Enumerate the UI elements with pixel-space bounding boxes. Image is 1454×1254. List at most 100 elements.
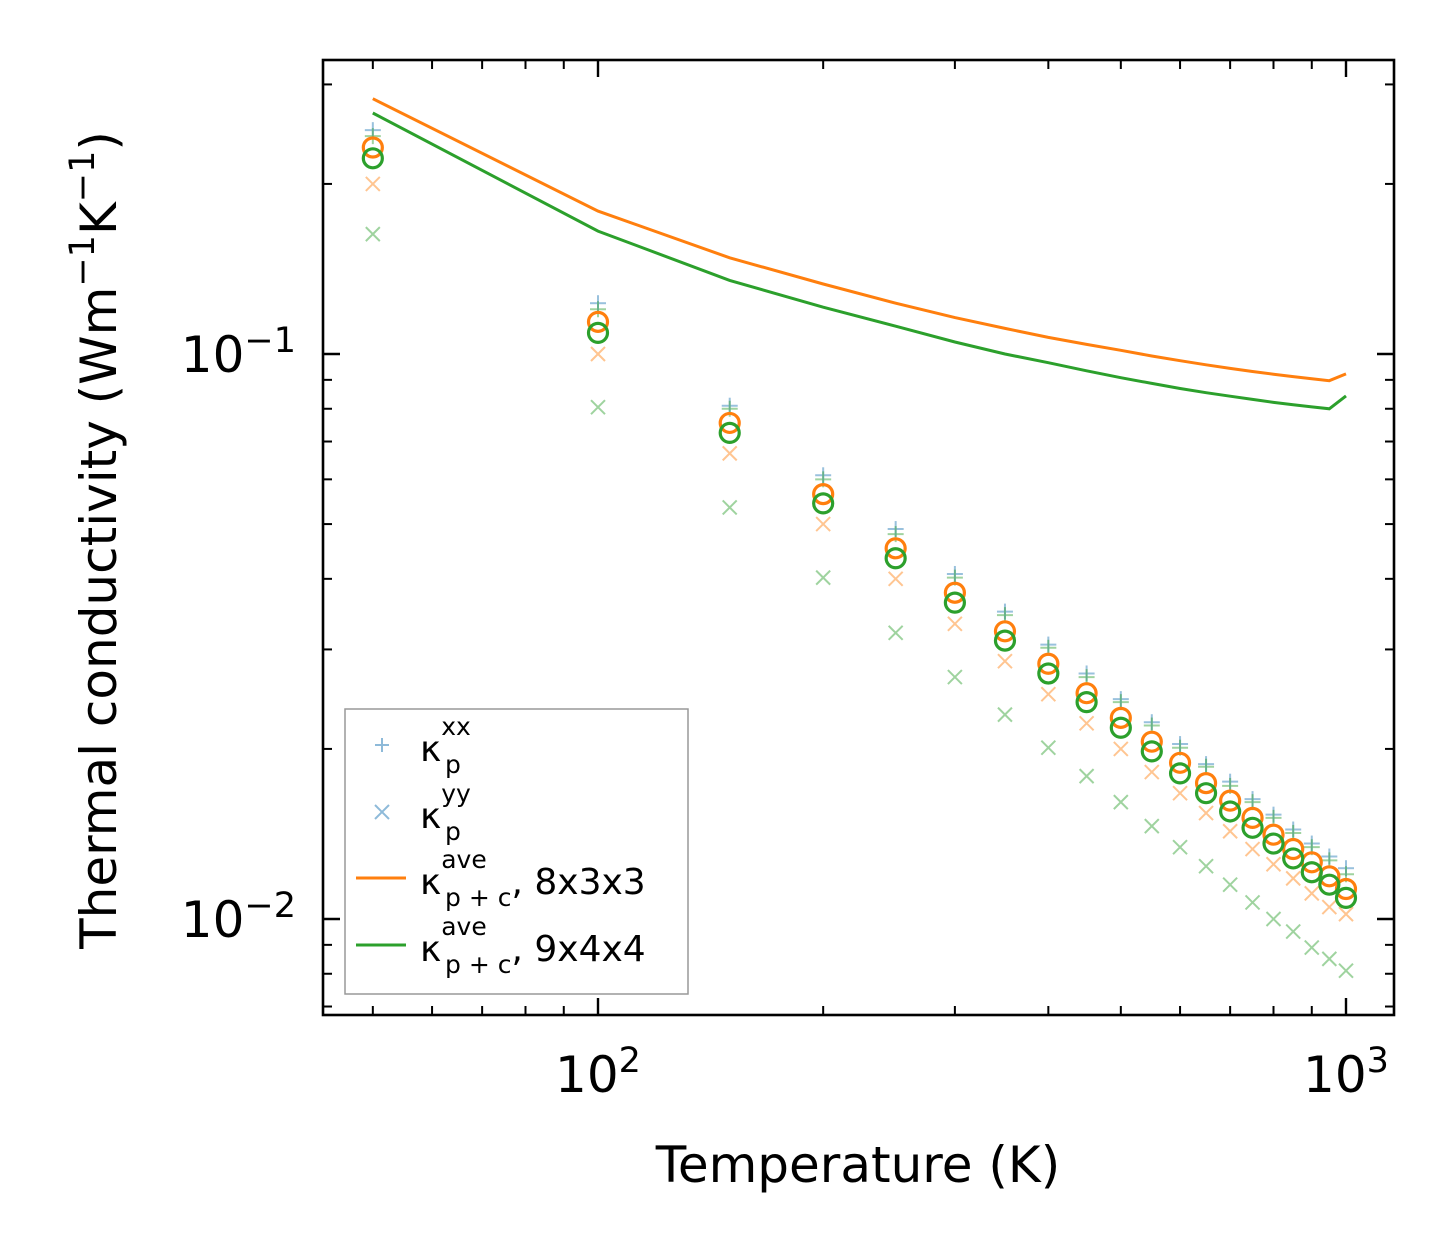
legend-entry: κave p + c, 9x4x4 [356, 912, 646, 979]
data-point-circle [1194, 771, 1218, 795]
data-point-x [1222, 823, 1238, 839]
data-point-x-a [1040, 686, 1057, 702]
legend-marker-x-b [374, 804, 390, 820]
data-point-circle [1168, 762, 1192, 785]
legend-label-sup: ave [441, 912, 487, 941]
data-point-x-a [1321, 951, 1338, 967]
data-point-circle [586, 310, 610, 333]
data-point-x-b [1078, 715, 1095, 732]
data-point-x-b [1113, 794, 1129, 810]
data-point-x [365, 176, 381, 192]
data-point-x [1198, 805, 1214, 821]
data-point-x-b [1040, 739, 1057, 756]
axes-frame [321, 58, 1396, 1017]
data-point-x-b [947, 616, 963, 632]
data-point-x-b [365, 176, 381, 192]
data-point-x-b [1144, 818, 1160, 834]
data-point-x-a [1244, 894, 1261, 911]
y-axis-label-mid: K [70, 201, 128, 235]
data-point-x-b [1321, 951, 1338, 967]
legend-label-sub: p [445, 750, 461, 779]
data-point-x [722, 445, 738, 462]
y-axis-label-main: Thermal conductivity (Wm [70, 287, 128, 950]
major-ticks [323, 60, 1394, 1015]
y-tick-label-base: 10 [181, 891, 245, 949]
data-point-x-a [365, 176, 381, 192]
legend-label-sup: ave [441, 845, 487, 874]
x-tick-label-exp: 3 [1367, 1041, 1389, 1081]
data-point-x-a [1078, 768, 1095, 784]
data-point-x-a [1222, 876, 1238, 893]
data-point-circle [586, 321, 610, 344]
legend-entry: κxx p [375, 712, 471, 779]
data-point-x-b [722, 445, 738, 462]
data-point-x [1144, 818, 1160, 834]
data-point-x-b [1222, 823, 1238, 839]
y-axis-label-exp1: −1 [63, 235, 103, 287]
legend-label-tail: , 9x4x4 [511, 929, 645, 970]
data-point-x [1113, 794, 1129, 810]
series-kappa-p-yy-8x3x3 [365, 176, 1354, 922]
data-point-x-a [1198, 805, 1214, 821]
data-point-x [815, 569, 831, 586]
data-point-plus [1321, 848, 1338, 865]
data-point-plus [1265, 809, 1282, 826]
y-tick-label-exp: −2 [244, 886, 296, 926]
data-point-x-b [365, 226, 381, 242]
data-point-x [1078, 715, 1095, 732]
data-point-plus [1172, 736, 1189, 753]
y-tick-label: 10−1 [181, 321, 296, 384]
data-point-x [1040, 686, 1057, 702]
x-tick-label: 103 [1303, 1041, 1389, 1104]
series-kappa-p-xx-8x3x3 [364, 122, 1354, 877]
data-point-circle [1140, 730, 1163, 753]
x-tick-label-exp: 2 [619, 1041, 641, 1081]
legend-entry: κyy p [374, 779, 471, 846]
legend-label-sub: p + c [445, 950, 511, 979]
data-point-x [1321, 899, 1338, 915]
data-point-circle [1109, 706, 1132, 729]
data-point-x [1285, 923, 1301, 940]
data-point-x [1244, 894, 1261, 911]
data-point-x-b [1338, 962, 1354, 979]
data-point-x-b [1304, 939, 1320, 956]
data-point-x-b [1198, 805, 1214, 821]
data-point-circle [718, 421, 741, 445]
legend-label-kappa: κ [420, 862, 441, 903]
data-point-circle [1140, 740, 1163, 763]
data-point-x-b [887, 571, 904, 587]
data-point-x [1338, 906, 1354, 922]
plot-area [361, 97, 1358, 979]
data-point-x [1198, 858, 1214, 874]
data-point-circle [1262, 823, 1285, 846]
data-point-circle [1334, 886, 1358, 909]
legend-marker-x [374, 804, 390, 820]
data-point-plus [1143, 714, 1160, 731]
legend-label-sub: p + c [445, 883, 511, 912]
data-point-circle [1282, 847, 1305, 870]
x-tick-label-base: 10 [1303, 1046, 1367, 1104]
y-tick-label: 10−2 [181, 886, 296, 949]
data-point-circle [943, 591, 966, 614]
data-point-circle [1241, 806, 1264, 829]
data-point-plus [721, 397, 738, 414]
data-point-plus [1112, 691, 1129, 708]
data-point-x-a [1304, 939, 1320, 956]
data-point-circle [1219, 789, 1242, 812]
legend-label-sub: p [445, 817, 461, 846]
data-point-x-a [722, 445, 738, 462]
data-point-x-b [1265, 911, 1282, 927]
legend-entry: κave p + c, 8x3x3 [356, 845, 646, 912]
minor-ticks [323, 60, 1394, 1015]
data-point-x [1338, 962, 1354, 979]
data-point-x [1113, 741, 1129, 757]
series-line [372, 111, 1347, 411]
data-point-plus [1285, 821, 1302, 838]
data-point-circle [1241, 816, 1264, 839]
data-point-circle [1037, 652, 1060, 675]
data-point-x [1172, 839, 1188, 855]
data-point-circle [1168, 751, 1192, 774]
x-tick-label-base: 10 [555, 1046, 619, 1104]
data-point-circle [1194, 782, 1218, 805]
data-point-circle [1109, 716, 1132, 739]
